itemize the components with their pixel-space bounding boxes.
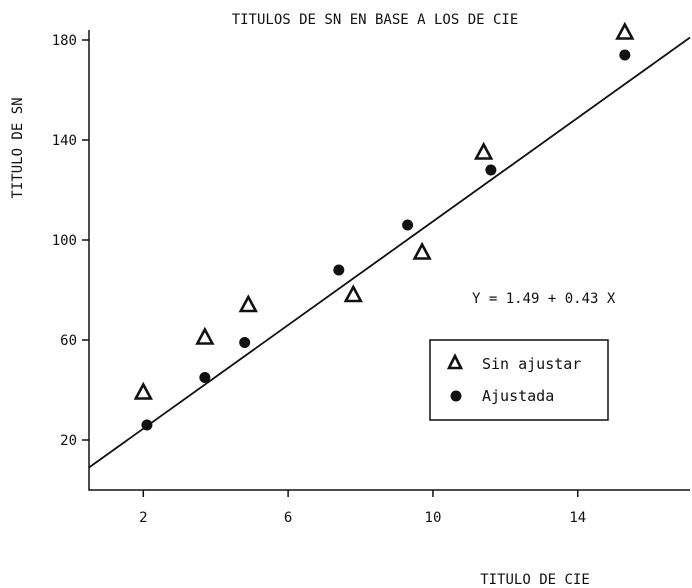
regression-line: [88, 36, 691, 469]
legend-box: [429, 339, 609, 421]
point-sin-ajustar: [343, 284, 363, 303]
legend-label-sin-ajustar: Sin ajustar: [482, 355, 581, 373]
y-tick-label: 20: [60, 433, 77, 449]
y-axis-label: TITULO DE SN: [10, 97, 26, 198]
y-tick-label: 140: [52, 133, 77, 149]
point-ajustada: [485, 164, 497, 176]
point-sin-ajustar: [195, 326, 215, 345]
y-ticks: 20 60 100 140 180: [52, 33, 89, 449]
x-tick-label: 2: [139, 510, 147, 526]
legend: Sin ajustar Ajustada: [429, 339, 609, 421]
regression-equation: Y = 1.49 + 0.43 X: [472, 291, 616, 307]
y-tick-label: 100: [52, 233, 77, 249]
point-ajustada: [239, 337, 251, 348]
chart-title: TITULOS DE SN EN BASE A LOS DE CIE: [232, 12, 519, 28]
point-sin-ajustar: [238, 294, 258, 313]
legend-triangle-icon: [446, 353, 464, 370]
point-ajustada: [402, 219, 414, 231]
x-axis-label: TITULO DE CIE: [480, 572, 590, 588]
point-ajustada: [199, 372, 211, 383]
point-sin-ajustar: [473, 141, 494, 160]
legend-label-ajustada: Ajustada: [482, 387, 554, 405]
point-sin-ajustar: [133, 381, 153, 400]
y-tick-label: 60: [60, 333, 77, 349]
point-sin-ajustar: [615, 21, 635, 40]
point-ajustada: [333, 264, 345, 276]
legend-dot-icon: [450, 390, 462, 402]
y-tick-label: 180: [52, 33, 77, 49]
axes: [88, 30, 690, 491]
x-tick-label: 6: [284, 510, 292, 526]
x-ticks: 2 6 10 14: [139, 490, 586, 526]
x-tick-label: 10: [425, 510, 442, 526]
point-ajustada: [619, 49, 631, 61]
point-ajustada: [141, 419, 153, 431]
x-tick-label: 14: [569, 510, 586, 526]
data-points: [133, 21, 635, 431]
point-sin-ajustar: [412, 241, 432, 260]
